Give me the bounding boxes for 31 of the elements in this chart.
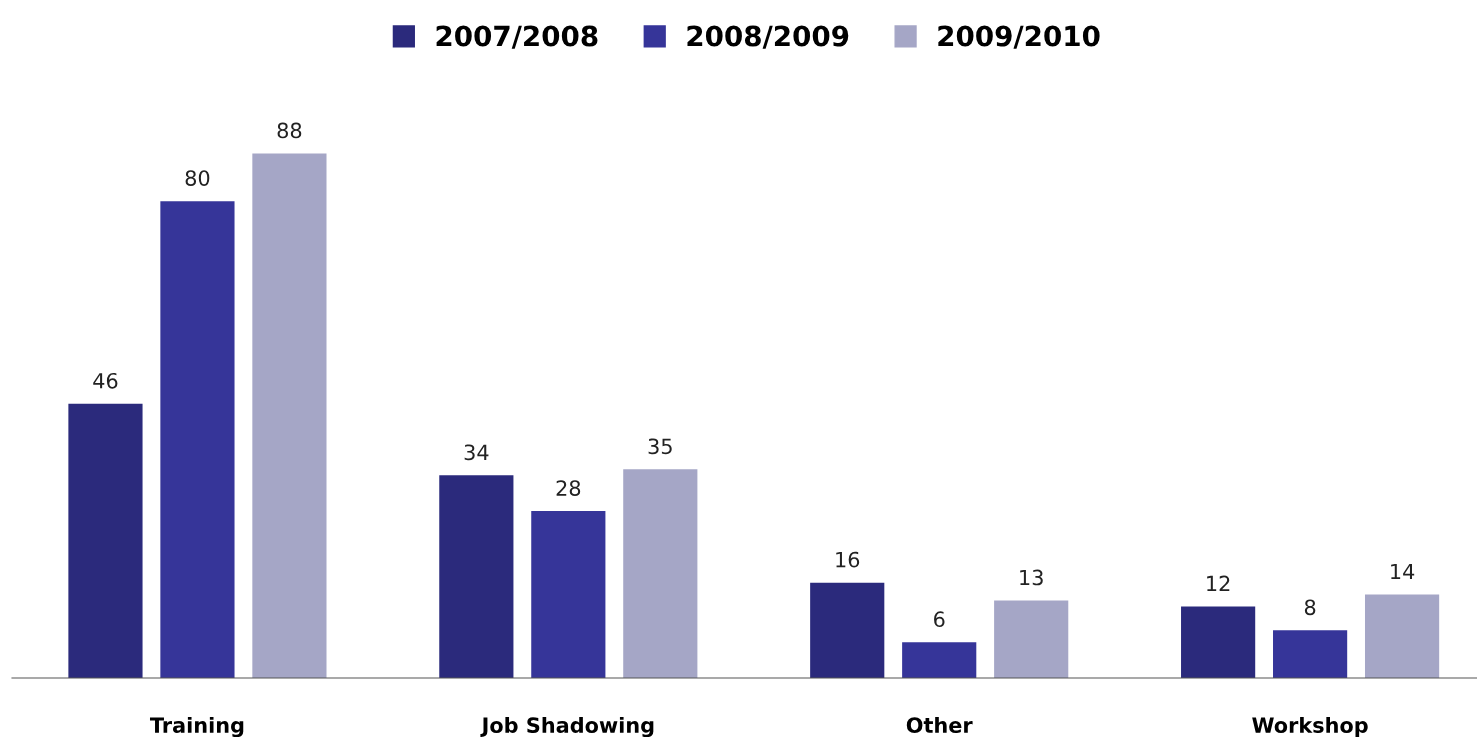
bar bbox=[902, 642, 977, 678]
data-label: 16 bbox=[836, 551, 860, 568]
data-label: 13 bbox=[1020, 569, 1043, 586]
data-label: 35 bbox=[648, 438, 672, 455]
data-label: 88 bbox=[277, 122, 302, 139]
x-tick-label: Workshop bbox=[1252, 716, 1368, 737]
x-tick-label: Other bbox=[906, 716, 973, 734]
bar bbox=[1273, 630, 1348, 678]
data-label: 12 bbox=[1207, 575, 1230, 592]
data-label: 28 bbox=[556, 480, 581, 496]
x-tick-label: Training bbox=[149, 716, 244, 737]
bar bbox=[439, 475, 514, 678]
legend-label: 2008/2009 bbox=[687, 25, 849, 49]
bar bbox=[810, 582, 885, 678]
data-label: 34 bbox=[464, 444, 489, 461]
data-label: 14 bbox=[1391, 563, 1415, 580]
legend-label: 2009/2010 bbox=[938, 25, 1100, 49]
data-label: 6 bbox=[934, 611, 945, 628]
data-label: 46 bbox=[93, 372, 118, 389]
bar bbox=[623, 469, 698, 678]
x-tick-label: Job Shadowing bbox=[480, 716, 654, 737]
bar bbox=[1364, 594, 1440, 678]
bar bbox=[68, 403, 143, 678]
data-label: 8 bbox=[1304, 599, 1316, 616]
legend-label: 2007/2008 bbox=[436, 25, 598, 49]
bar bbox=[252, 153, 327, 678]
bar bbox=[160, 201, 235, 678]
bar bbox=[531, 511, 606, 678]
data-label: 80 bbox=[185, 170, 210, 186]
bar bbox=[1181, 606, 1256, 678]
bar bbox=[994, 600, 1069, 678]
